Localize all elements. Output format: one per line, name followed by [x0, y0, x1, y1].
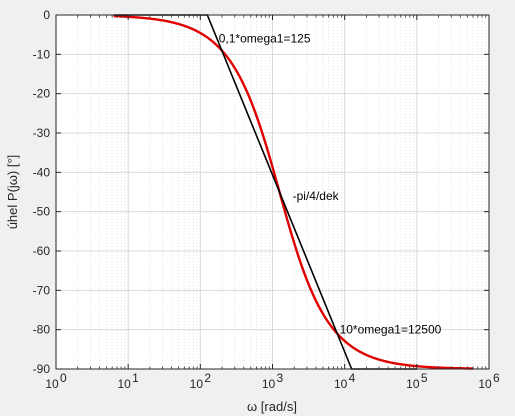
- annotation-label: 0,1*omega1=125: [219, 32, 311, 46]
- x-tick-exponent: 0: [60, 371, 67, 385]
- y-tick-label: -20: [33, 87, 51, 101]
- x-tick-label: 10: [334, 377, 348, 391]
- x-tick-label: 10: [406, 377, 420, 391]
- y-tick-label: 0: [43, 8, 50, 22]
- x-tick-label: 10: [45, 377, 59, 391]
- x-tick-exponent: 6: [493, 371, 500, 385]
- x-tick-exponent: 2: [204, 371, 211, 385]
- x-axis-label: ω [rad/s]: [247, 399, 297, 414]
- series-exact-phase: [113, 14, 474, 370]
- annotation-label: -pi/4/dek: [293, 189, 340, 203]
- y-axis-label: úhel P(jω) [°]: [5, 155, 20, 230]
- y-tick-label: -30: [33, 126, 51, 140]
- x-tick-exponent: 1: [132, 371, 139, 385]
- y-tick-label: -40: [33, 165, 51, 179]
- x-tick-label: 10: [117, 377, 131, 391]
- x-tick-label: 10: [262, 377, 276, 391]
- minor-grid: [77, 15, 487, 369]
- x-tick-exponent: 5: [421, 371, 428, 385]
- y-tick-labels: 0 -10 -20 -30 -40 -50 -60 -70 -80 -90: [33, 8, 51, 376]
- x-tick-label: 10: [478, 377, 492, 391]
- y-tick-label: -10: [33, 47, 51, 61]
- x-tick-label: 10: [190, 377, 204, 391]
- y-tick-label: -90: [33, 362, 51, 376]
- annotations: 0,1*omega1=125 -pi/4/dek 10*omega1=12500: [219, 32, 442, 337]
- y-tick-label: -80: [33, 323, 51, 337]
- axis-ticks: [55, 14, 490, 370]
- x-tick-labels: 10 0 10 1 10 2 10 3 10 4 10 5 10 6: [45, 371, 500, 391]
- x-tick-exponent: 3: [277, 371, 284, 385]
- annotation-label: 10*omega1=12500: [340, 323, 442, 337]
- x-tick-exponent: 4: [349, 371, 356, 385]
- y-tick-label: -70: [33, 283, 51, 297]
- y-tick-label: -50: [33, 205, 51, 219]
- y-tick-label: -60: [33, 244, 51, 258]
